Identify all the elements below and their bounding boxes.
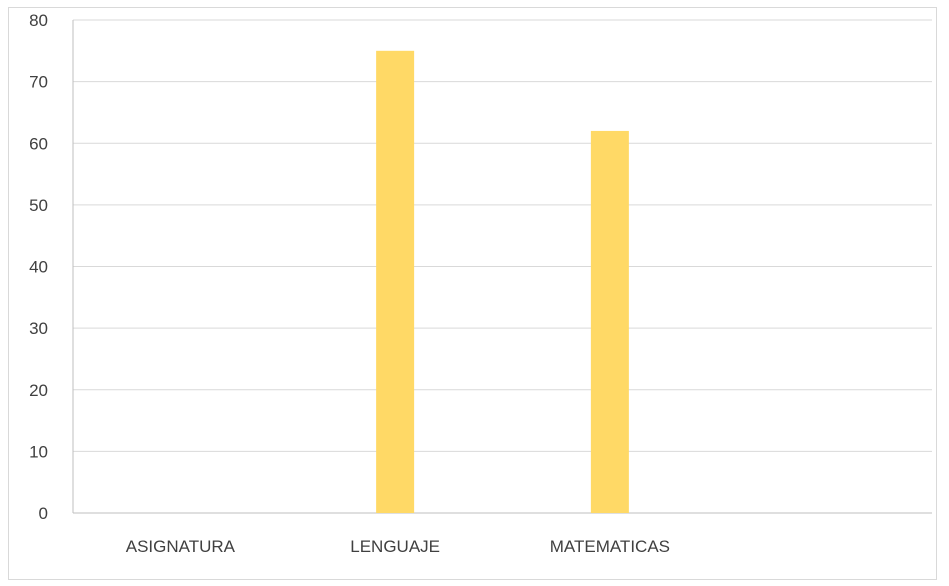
bar — [590, 130, 629, 514]
bars — [376, 50, 629, 514]
gridlines — [72, 19, 932, 514]
chart-area — [8, 7, 937, 580]
y-tick-label: 40 — [29, 258, 48, 277]
y-tick-label: 80 — [29, 11, 48, 30]
y-axis-ticks: 0 10 20 30 40 50 60 70 80 — [29, 11, 48, 523]
x-axis-labels: ASIGNATURA LENGUAJE MATEMATICAS — [126, 537, 670, 556]
y-tick-label: 30 — [29, 319, 48, 338]
x-tick-label: LENGUAJE — [350, 537, 440, 556]
y-tick-label: 60 — [29, 134, 48, 153]
x-tick-label: MATEMATICAS — [550, 537, 670, 556]
y-tick-label: 20 — [29, 381, 48, 400]
x-tick-label: ASIGNATURA — [126, 537, 236, 556]
y-tick-label: 0 — [39, 504, 48, 523]
bar — [376, 50, 415, 513]
y-tick-label: 10 — [29, 442, 48, 461]
y-tick-label: 50 — [29, 196, 48, 215]
y-tick-label: 70 — [29, 73, 48, 92]
